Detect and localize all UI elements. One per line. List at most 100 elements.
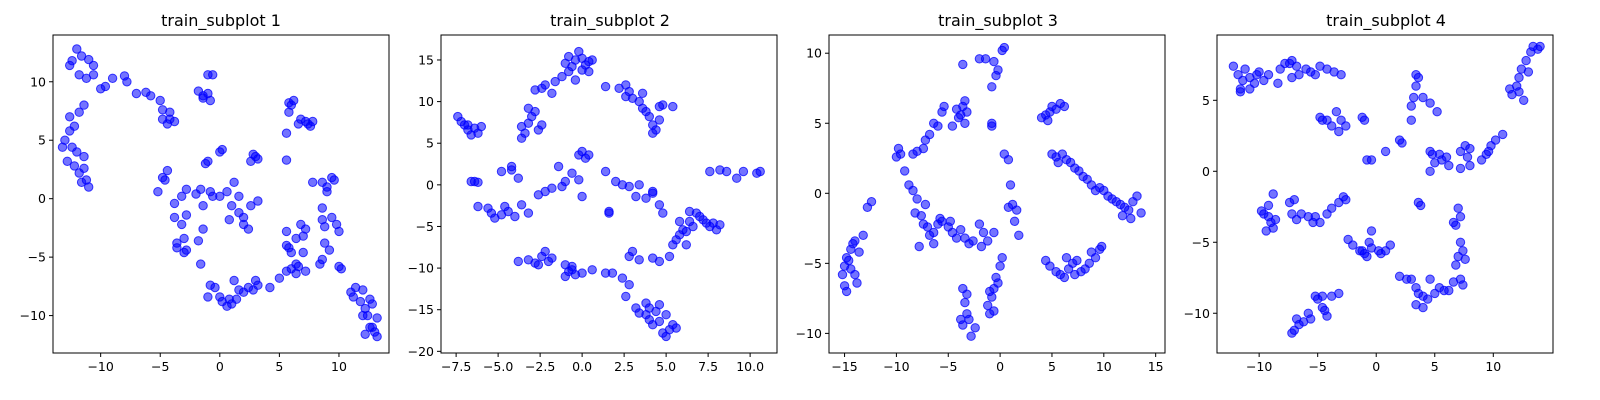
- data-point: [196, 259, 206, 269]
- data-point: [367, 299, 377, 309]
- data-point: [298, 247, 308, 258]
- y-tick-label: 10: [806, 46, 822, 61]
- data-point: [1490, 135, 1501, 145]
- x-tick-label: −10: [883, 359, 909, 374]
- data-point: [621, 291, 631, 302]
- data-point: [1045, 261, 1055, 271]
- data-point: [62, 156, 73, 167]
- data-point: [88, 60, 99, 71]
- data-point: [198, 201, 208, 211]
- data-point: [107, 73, 118, 84]
- data-point: [624, 251, 634, 262]
- data-point: [1235, 87, 1246, 97]
- subplot-title: train_subplot 4: [1326, 11, 1446, 31]
- data-point: [976, 241, 987, 252]
- data-point: [355, 296, 366, 307]
- data-point: [286, 247, 296, 258]
- data-point: [234, 208, 244, 218]
- data-point: [1061, 253, 1072, 263]
- data-point: [858, 230, 868, 241]
- y-tick-label: −10: [20, 308, 46, 323]
- data-point: [358, 310, 368, 321]
- data-point: [997, 253, 1007, 263]
- data-point: [1334, 288, 1344, 299]
- data-point: [951, 233, 962, 243]
- data-point: [654, 300, 665, 310]
- data-point: [600, 166, 611, 177]
- data-point: [644, 111, 654, 122]
- data-point: [1348, 240, 1358, 250]
- data-point: [658, 208, 668, 218]
- data-point: [1425, 98, 1435, 108]
- x-tick-label: 0: [996, 359, 1004, 374]
- data-point: [1418, 302, 1428, 313]
- data-point: [172, 243, 182, 253]
- data-point: [372, 331, 382, 342]
- data-point: [935, 213, 945, 224]
- data-point: [1284, 58, 1295, 69]
- data-point: [1455, 212, 1466, 222]
- data-point: [974, 219, 985, 229]
- data-point: [648, 128, 658, 138]
- data-point: [523, 208, 534, 218]
- data-point: [958, 59, 968, 70]
- data-point: [274, 273, 285, 283]
- y-tick-label: −5: [1192, 235, 1210, 250]
- data-point: [198, 91, 208, 101]
- data-point: [671, 323, 681, 333]
- data-point: [1003, 155, 1014, 165]
- data-point: [1411, 81, 1421, 91]
- x-axis: −10 −5 0 5 10: [87, 353, 347, 374]
- data-point: [1462, 152, 1473, 162]
- data-point: [654, 115, 665, 125]
- x-tick-label: 5: [1048, 359, 1056, 374]
- data-point: [1287, 72, 1297, 83]
- y-axis: −10 −5 0 5: [1184, 93, 1217, 321]
- data-point: [841, 286, 852, 297]
- data-point: [1465, 143, 1475, 154]
- data-point: [215, 191, 225, 202]
- data-point: [962, 309, 972, 319]
- y-tick-label: −20: [408, 344, 434, 359]
- data-point: [1256, 206, 1267, 216]
- x-axis: −15 −10 −5 0 5 10 15: [831, 353, 1164, 374]
- axes-frame: [52, 34, 390, 354]
- data-point: [227, 201, 237, 211]
- data-point: [1263, 70, 1274, 80]
- data-point: [1416, 200, 1426, 211]
- data-point: [320, 238, 330, 248]
- data-point: [169, 212, 180, 223]
- data-point: [560, 176, 570, 187]
- data-point: [1268, 189, 1278, 199]
- data-point: [1059, 101, 1070, 112]
- x-tick-label: 0.0: [572, 359, 592, 374]
- x-axis: −10 −5 0 5 10: [1246, 353, 1501, 374]
- y-tick-label: 0: [814, 186, 822, 201]
- x-tick-label: −2.5: [525, 359, 555, 374]
- data-point: [1418, 92, 1428, 103]
- x-tick-label: −10: [1246, 359, 1272, 374]
- data-point: [177, 191, 187, 202]
- data-point: [956, 314, 966, 325]
- x-tick-label: 10.0: [736, 359, 764, 374]
- data-point: [281, 128, 292, 138]
- data-point: [577, 268, 587, 278]
- x-tick-label: −7.5: [441, 359, 471, 374]
- data-point: [997, 45, 1007, 56]
- data-point: [688, 221, 698, 232]
- data-point: [550, 76, 560, 87]
- data-point: [960, 118, 970, 129]
- data-point: [987, 292, 997, 302]
- data-point: [1009, 216, 1020, 227]
- data-point: [308, 177, 318, 188]
- data-point: [327, 212, 337, 223]
- data-point: [1317, 115, 1328, 125]
- data-point: [987, 121, 997, 131]
- data-point: [1070, 269, 1080, 280]
- data-point: [1498, 129, 1508, 140]
- data-point: [300, 224, 311, 234]
- data-point: [162, 165, 173, 176]
- x-tick-label: −15: [831, 359, 857, 374]
- data-point: [604, 208, 614, 218]
- data-point: [681, 226, 691, 237]
